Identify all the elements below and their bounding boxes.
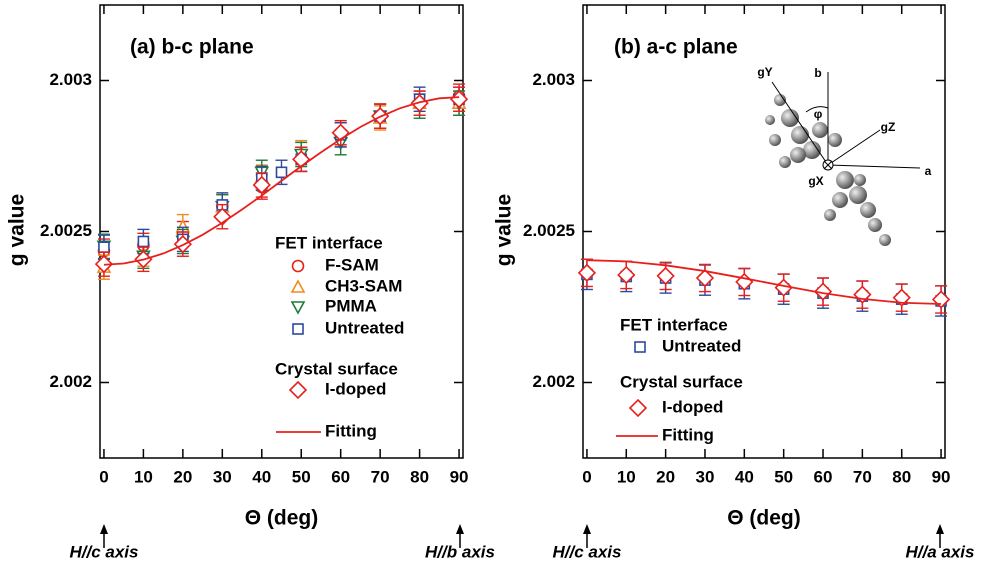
arrow-head	[456, 524, 464, 534]
legend-label: Fitting	[662, 425, 714, 444]
inset-label: gY	[757, 65, 772, 79]
legend-label: Untreated	[325, 318, 404, 337]
axis-note: H//c axis	[70, 542, 139, 561]
y-tick-label: 2.0025	[523, 221, 575, 240]
legend-swatch	[290, 301, 306, 315]
fit-line	[586, 259, 942, 305]
legend-label: I-doped	[325, 379, 386, 398]
legend-title: FET interface	[275, 233, 383, 252]
x-tick-label: 90	[450, 467, 469, 486]
x-tick-label: 70	[371, 467, 390, 486]
inset-label: φ	[814, 107, 823, 121]
arrow-head	[936, 524, 944, 534]
x-tick-label: 60	[814, 467, 833, 486]
panel-title: (a) b-c plane	[130, 36, 254, 59]
marker	[656, 266, 675, 286]
panel-title: (b) a-c plane	[614, 36, 738, 59]
y-axis-label: g value	[6, 194, 29, 266]
y-tick-label: 2.003	[49, 70, 92, 89]
marker	[98, 241, 110, 254]
x-tick-label: 80	[892, 467, 911, 486]
y-tick-label: 2.002	[532, 372, 575, 391]
legend-title: FET interface	[620, 315, 728, 334]
marker	[275, 166, 288, 179]
axis-note: H//b axis	[425, 542, 495, 561]
marker	[813, 282, 833, 301]
x-tick-label: 50	[774, 467, 793, 486]
x-tick-label: 40	[735, 467, 754, 486]
axis-note: H//c axis	[553, 542, 622, 561]
x-tick-label: 70	[853, 467, 872, 486]
legend-swatch	[291, 259, 305, 273]
legend-label: CH3-SAM	[325, 276, 402, 295]
legend-swatch	[292, 323, 304, 335]
inset-label: gZ	[881, 120, 896, 134]
legend-label: PMMA	[325, 296, 377, 315]
legend-title: Crystal surface	[275, 359, 398, 378]
legend-swatch	[288, 380, 308, 400]
x-tick-label: 30	[213, 467, 232, 486]
legend-swatch	[628, 398, 648, 418]
legend-label: Fitting	[325, 421, 377, 440]
x-tick-label: 10	[617, 467, 636, 486]
legend-swatch	[290, 279, 306, 293]
y-axis-label: g value	[493, 194, 516, 266]
axis-note: H//a axis	[906, 542, 975, 561]
x-tick-label: 0	[99, 467, 108, 486]
fit-line	[103, 96, 460, 266]
x-axis-label: Θ (deg)	[727, 507, 801, 530]
x-tick-label: 90	[932, 467, 951, 486]
x-tick-label: 50	[292, 467, 311, 486]
y-tick-label: 2.002	[49, 372, 92, 391]
arrow-head	[583, 524, 591, 534]
inset-label: a	[925, 164, 932, 178]
y-tick-label: 2.0025	[40, 221, 92, 240]
x-tick-label: 20	[173, 467, 192, 486]
y-tick-label: 2.003	[532, 70, 575, 89]
molecule-inset	[765, 72, 921, 246]
x-tick-label: 80	[410, 467, 429, 486]
marker	[695, 268, 715, 288]
legend-title: Crystal surface	[620, 372, 743, 391]
inset-label: b	[814, 66, 821, 80]
x-tick-label: 60	[331, 467, 350, 486]
x-tick-label: 40	[252, 467, 271, 486]
plot-frame	[99, 4, 464, 459]
x-axis-label: Θ (deg)	[245, 507, 319, 530]
x-tick-label: 10	[134, 467, 153, 486]
x-tick-label: 30	[696, 467, 715, 486]
legend-label: Untreated	[662, 336, 741, 355]
marker	[252, 175, 271, 195]
marker	[617, 265, 636, 285]
inset-label: gX	[808, 174, 823, 188]
legend-swatch	[634, 341, 646, 353]
legend-label: I-doped	[662, 397, 723, 416]
legend-label: F-SAM	[325, 255, 379, 274]
x-tick-label: 0	[582, 467, 591, 486]
x-tick-label: 20	[656, 467, 675, 486]
arrow-head	[100, 524, 108, 534]
marker	[137, 235, 150, 248]
marker	[577, 263, 597, 283]
